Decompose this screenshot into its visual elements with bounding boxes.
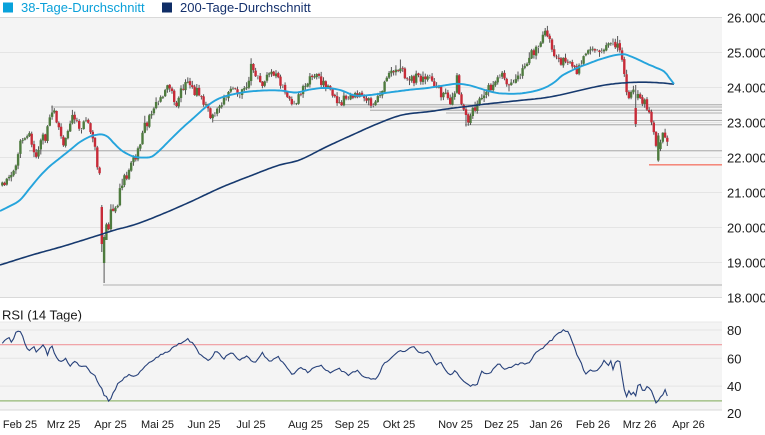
svg-text:19.000: 19.000 [727,256,765,271]
svg-text:26.000: 26.000 [727,11,765,26]
svg-text:Mrz 25: Mrz 25 [47,419,81,430]
svg-text:60: 60 [727,351,741,366]
svg-text:Okt 25: Okt 25 [383,419,415,430]
svg-text:Sep 25: Sep 25 [335,419,370,430]
svg-text:Jan 26: Jan 26 [529,419,562,430]
svg-text:40: 40 [727,379,741,394]
svg-text:Mai 25: Mai 25 [141,419,174,430]
svg-text:23.000: 23.000 [727,116,765,131]
svg-text:18.000: 18.000 [727,291,765,306]
svg-text:38-Tage-Durchschnitt: 38-Tage-Durchschnitt [21,0,145,15]
svg-text:Jul 25: Jul 25 [236,419,265,430]
svg-text:21.000: 21.000 [727,186,765,201]
svg-text:RSI (14 Tage): RSI (14 Tage) [2,308,82,323]
svg-text:Aug 25: Aug 25 [288,419,323,430]
svg-text:20.000: 20.000 [727,221,765,236]
svg-text:Apr 26: Apr 26 [672,419,704,430]
svg-text:80: 80 [727,323,741,338]
svg-text:20: 20 [727,406,741,421]
svg-text:Dez 25: Dez 25 [484,419,519,430]
svg-text:Nov 25: Nov 25 [438,419,473,430]
svg-text:25.000: 25.000 [727,46,765,61]
svg-text:Feb 25: Feb 25 [3,419,37,430]
svg-text:200-Tage-Durchschnitt: 200-Tage-Durchschnitt [180,0,311,15]
svg-text:Mrz 26: Mrz 26 [623,419,657,430]
svg-text:Feb 26: Feb 26 [576,419,610,430]
svg-text:22.000: 22.000 [727,151,765,166]
svg-text:Apr 25: Apr 25 [94,419,126,430]
svg-text:24.000: 24.000 [727,81,765,96]
svg-text:Jun 25: Jun 25 [187,419,220,430]
